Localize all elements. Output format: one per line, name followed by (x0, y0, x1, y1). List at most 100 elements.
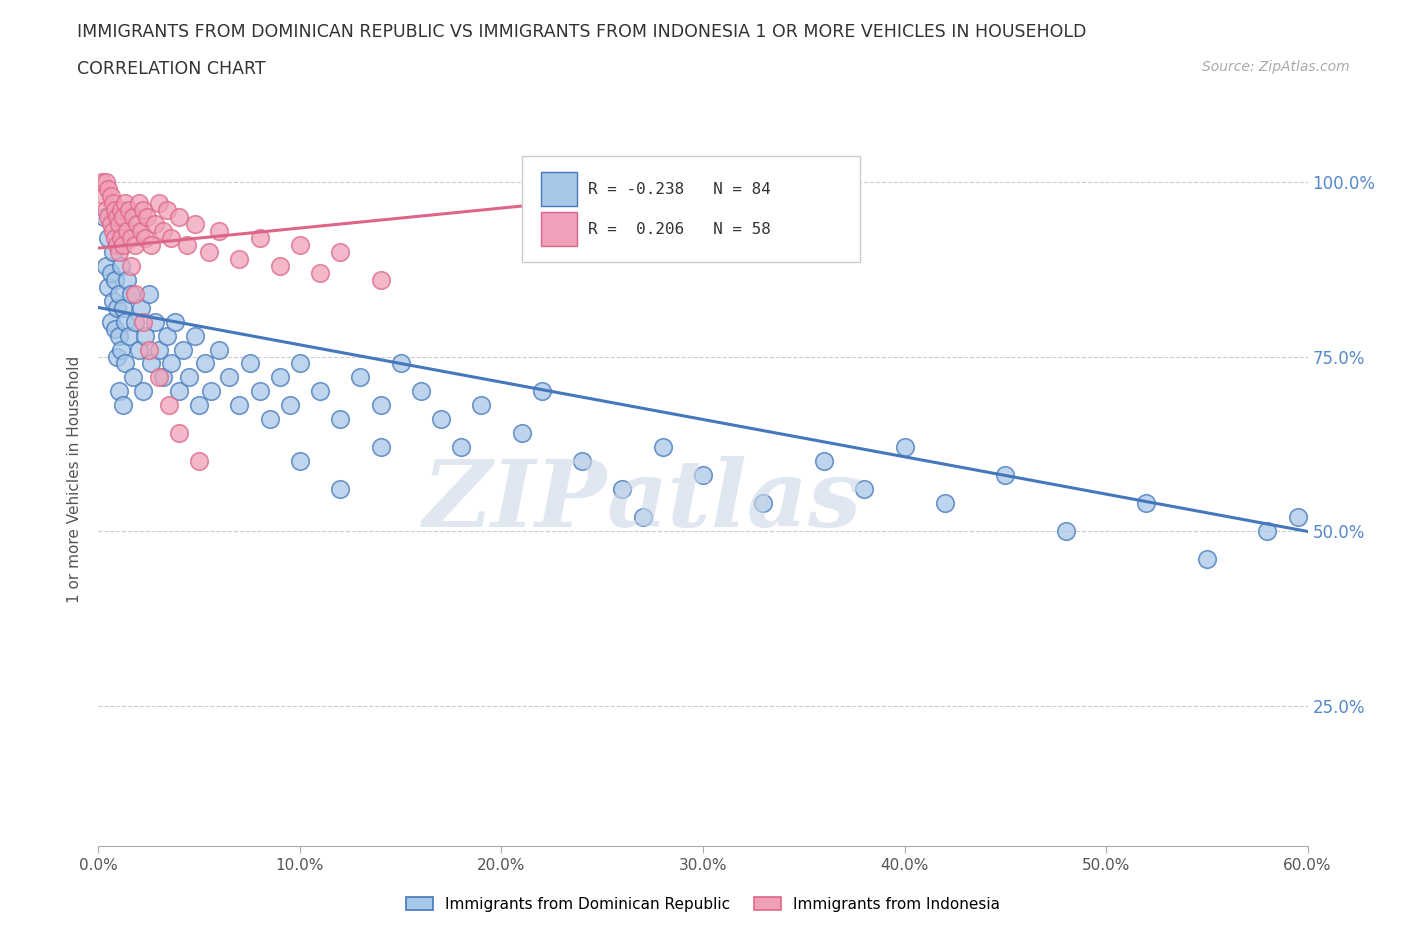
Point (132, 314, 155, 329)
Point (103, 202, 125, 217)
Point (269, 259, 291, 273)
Point (370, 398, 392, 413)
Point (107, 286, 129, 301)
Point (228, 398, 250, 413)
Point (105, 237, 128, 252)
Point (309, 265, 332, 280)
Point (124, 314, 146, 329)
Point (120, 286, 142, 301)
Point (176, 237, 198, 252)
Point (110, 202, 132, 217)
Point (172, 342, 194, 357)
Point (103, 321, 125, 336)
Point (128, 342, 150, 357)
Point (101, 195, 124, 210)
FancyBboxPatch shape (541, 211, 578, 246)
Point (115, 223, 138, 238)
Point (107, 328, 129, 343)
Point (309, 384, 332, 399)
Point (97, 181, 120, 196)
Point (110, 259, 132, 273)
Point (132, 202, 155, 217)
Point (152, 370, 174, 385)
Point (612, 482, 634, 497)
Point (114, 195, 136, 210)
Point (470, 398, 492, 413)
Point (752, 496, 775, 511)
Point (167, 209, 190, 224)
Point (853, 482, 876, 497)
Point (111, 209, 134, 224)
Point (134, 230, 156, 245)
Point (157, 398, 180, 413)
Point (110, 230, 132, 245)
Point (184, 216, 207, 231)
Point (160, 356, 183, 371)
Point (994, 468, 1017, 483)
Point (128, 195, 150, 210)
Point (100, 188, 122, 203)
Text: Source: ZipAtlas.com: Source: ZipAtlas.com (1202, 60, 1350, 74)
Point (329, 412, 352, 427)
Point (370, 440, 392, 455)
Point (110, 342, 132, 357)
Point (184, 328, 207, 343)
Point (101, 223, 124, 238)
Point (129, 300, 152, 315)
Point (100, 314, 122, 329)
Point (370, 272, 392, 287)
Point (208, 223, 231, 238)
Point (288, 454, 311, 469)
Point (259, 412, 281, 427)
Point (194, 356, 217, 371)
Point (893, 440, 915, 455)
Point (934, 496, 956, 511)
Point (125, 216, 148, 231)
Point (239, 356, 262, 371)
Point (107, 216, 129, 231)
Y-axis label: 1 or more Vehicles in Household: 1 or more Vehicles in Household (67, 355, 83, 603)
Point (118, 328, 141, 343)
Text: R =  0.206   N = 58: R = 0.206 N = 58 (588, 221, 770, 236)
Point (135, 209, 157, 224)
Point (111, 300, 134, 315)
Point (124, 237, 146, 252)
Text: IMMIGRANTS FROM DOMINICAN REPUBLIC VS IMMIGRANTS FROM INDONESIA 1 OR MORE VEHICL: IMMIGRANTS FROM DOMINICAN REPUBLIC VS IM… (77, 23, 1087, 41)
Point (139, 237, 162, 252)
Point (1195, 552, 1218, 567)
Point (571, 454, 593, 469)
Point (129, 223, 152, 238)
Point (115, 272, 138, 287)
Point (124, 286, 146, 301)
Point (120, 230, 142, 245)
Point (93, 209, 115, 224)
Point (143, 216, 166, 231)
Point (107, 384, 129, 399)
Point (249, 230, 271, 245)
Point (530, 384, 553, 399)
Point (208, 342, 231, 357)
Point (114, 356, 136, 371)
Point (692, 468, 714, 483)
Point (148, 195, 170, 210)
Point (101, 293, 124, 308)
Point (100, 216, 122, 231)
Point (329, 482, 352, 497)
Point (103, 230, 125, 245)
Point (156, 202, 179, 217)
Point (1135, 496, 1157, 511)
Point (409, 384, 432, 399)
Point (121, 209, 143, 224)
Point (97, 230, 120, 245)
Point (179, 370, 201, 385)
Point (139, 356, 162, 371)
Point (278, 398, 301, 413)
Point (288, 237, 311, 252)
Point (188, 398, 211, 413)
Point (1286, 510, 1309, 525)
Point (148, 342, 170, 357)
Point (228, 251, 250, 266)
Point (132, 384, 155, 399)
Point (450, 440, 472, 455)
Point (288, 356, 311, 371)
